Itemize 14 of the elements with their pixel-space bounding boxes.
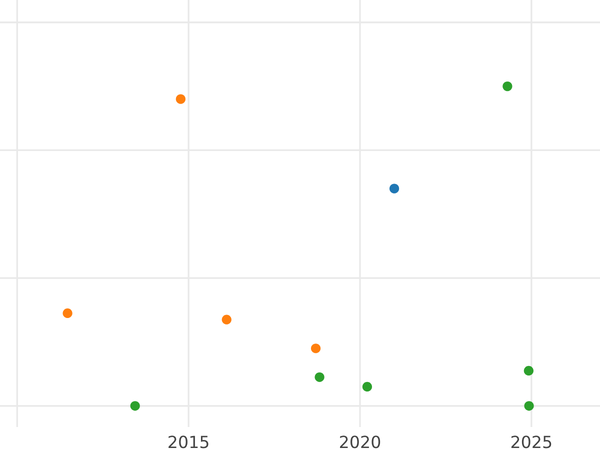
point: [362, 382, 372, 392]
point: [314, 372, 324, 382]
point: [524, 366, 534, 376]
point: [524, 401, 534, 411]
point: [310, 344, 321, 354]
point: [176, 94, 186, 104]
point: [130, 401, 140, 411]
point: [389, 184, 400, 194]
point: [222, 314, 232, 324]
point: [502, 81, 512, 92]
x-tick-label: 2015: [168, 436, 208, 448]
point: [62, 308, 72, 318]
x-tick-label: 2025: [511, 436, 552, 448]
x-tick-label: 2020: [340, 436, 380, 448]
